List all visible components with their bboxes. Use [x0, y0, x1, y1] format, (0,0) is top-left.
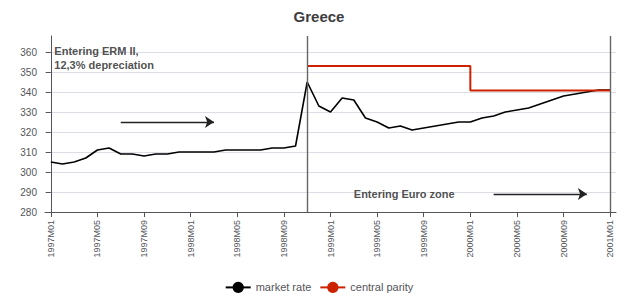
svg-text:290: 290: [20, 187, 37, 198]
svg-text:market rate: market rate: [256, 281, 312, 293]
svg-text:340: 340: [20, 87, 37, 98]
svg-text:300: 300: [20, 167, 37, 178]
svg-text:2000M05: 2000M05: [512, 220, 522, 258]
svg-text:1997M05: 1997M05: [92, 220, 102, 258]
svg-text:1998M05: 1998M05: [232, 220, 242, 258]
svg-text:310: 310: [20, 147, 37, 158]
svg-text:Greece: Greece: [294, 8, 345, 25]
svg-text:2001M01: 2001M01: [605, 220, 615, 258]
svg-text:360: 360: [20, 47, 37, 58]
svg-text:1999M05: 1999M05: [372, 220, 382, 258]
svg-text:Entering ERM II,: Entering ERM II,: [54, 45, 138, 57]
svg-text:2000M09: 2000M09: [559, 220, 569, 258]
svg-text:1997M01: 1997M01: [46, 220, 56, 258]
svg-text:2000M01: 2000M01: [465, 220, 475, 258]
svg-text:1997M09: 1997M09: [139, 220, 149, 258]
svg-text:320: 320: [20, 127, 37, 138]
svg-text:280: 280: [20, 207, 37, 218]
svg-text:12,3% depreciation: 12,3% depreciation: [54, 59, 154, 71]
svg-text:central parity: central parity: [350, 281, 413, 293]
svg-text:330: 330: [20, 107, 37, 118]
svg-text:Entering Euro zone: Entering Euro zone: [354, 188, 455, 200]
svg-text:1999M01: 1999M01: [326, 220, 336, 258]
svg-text:350: 350: [20, 67, 37, 78]
svg-text:1998M01: 1998M01: [186, 220, 196, 258]
svg-text:1999M09: 1999M09: [419, 220, 429, 258]
svg-text:1998M09: 1998M09: [279, 220, 289, 258]
